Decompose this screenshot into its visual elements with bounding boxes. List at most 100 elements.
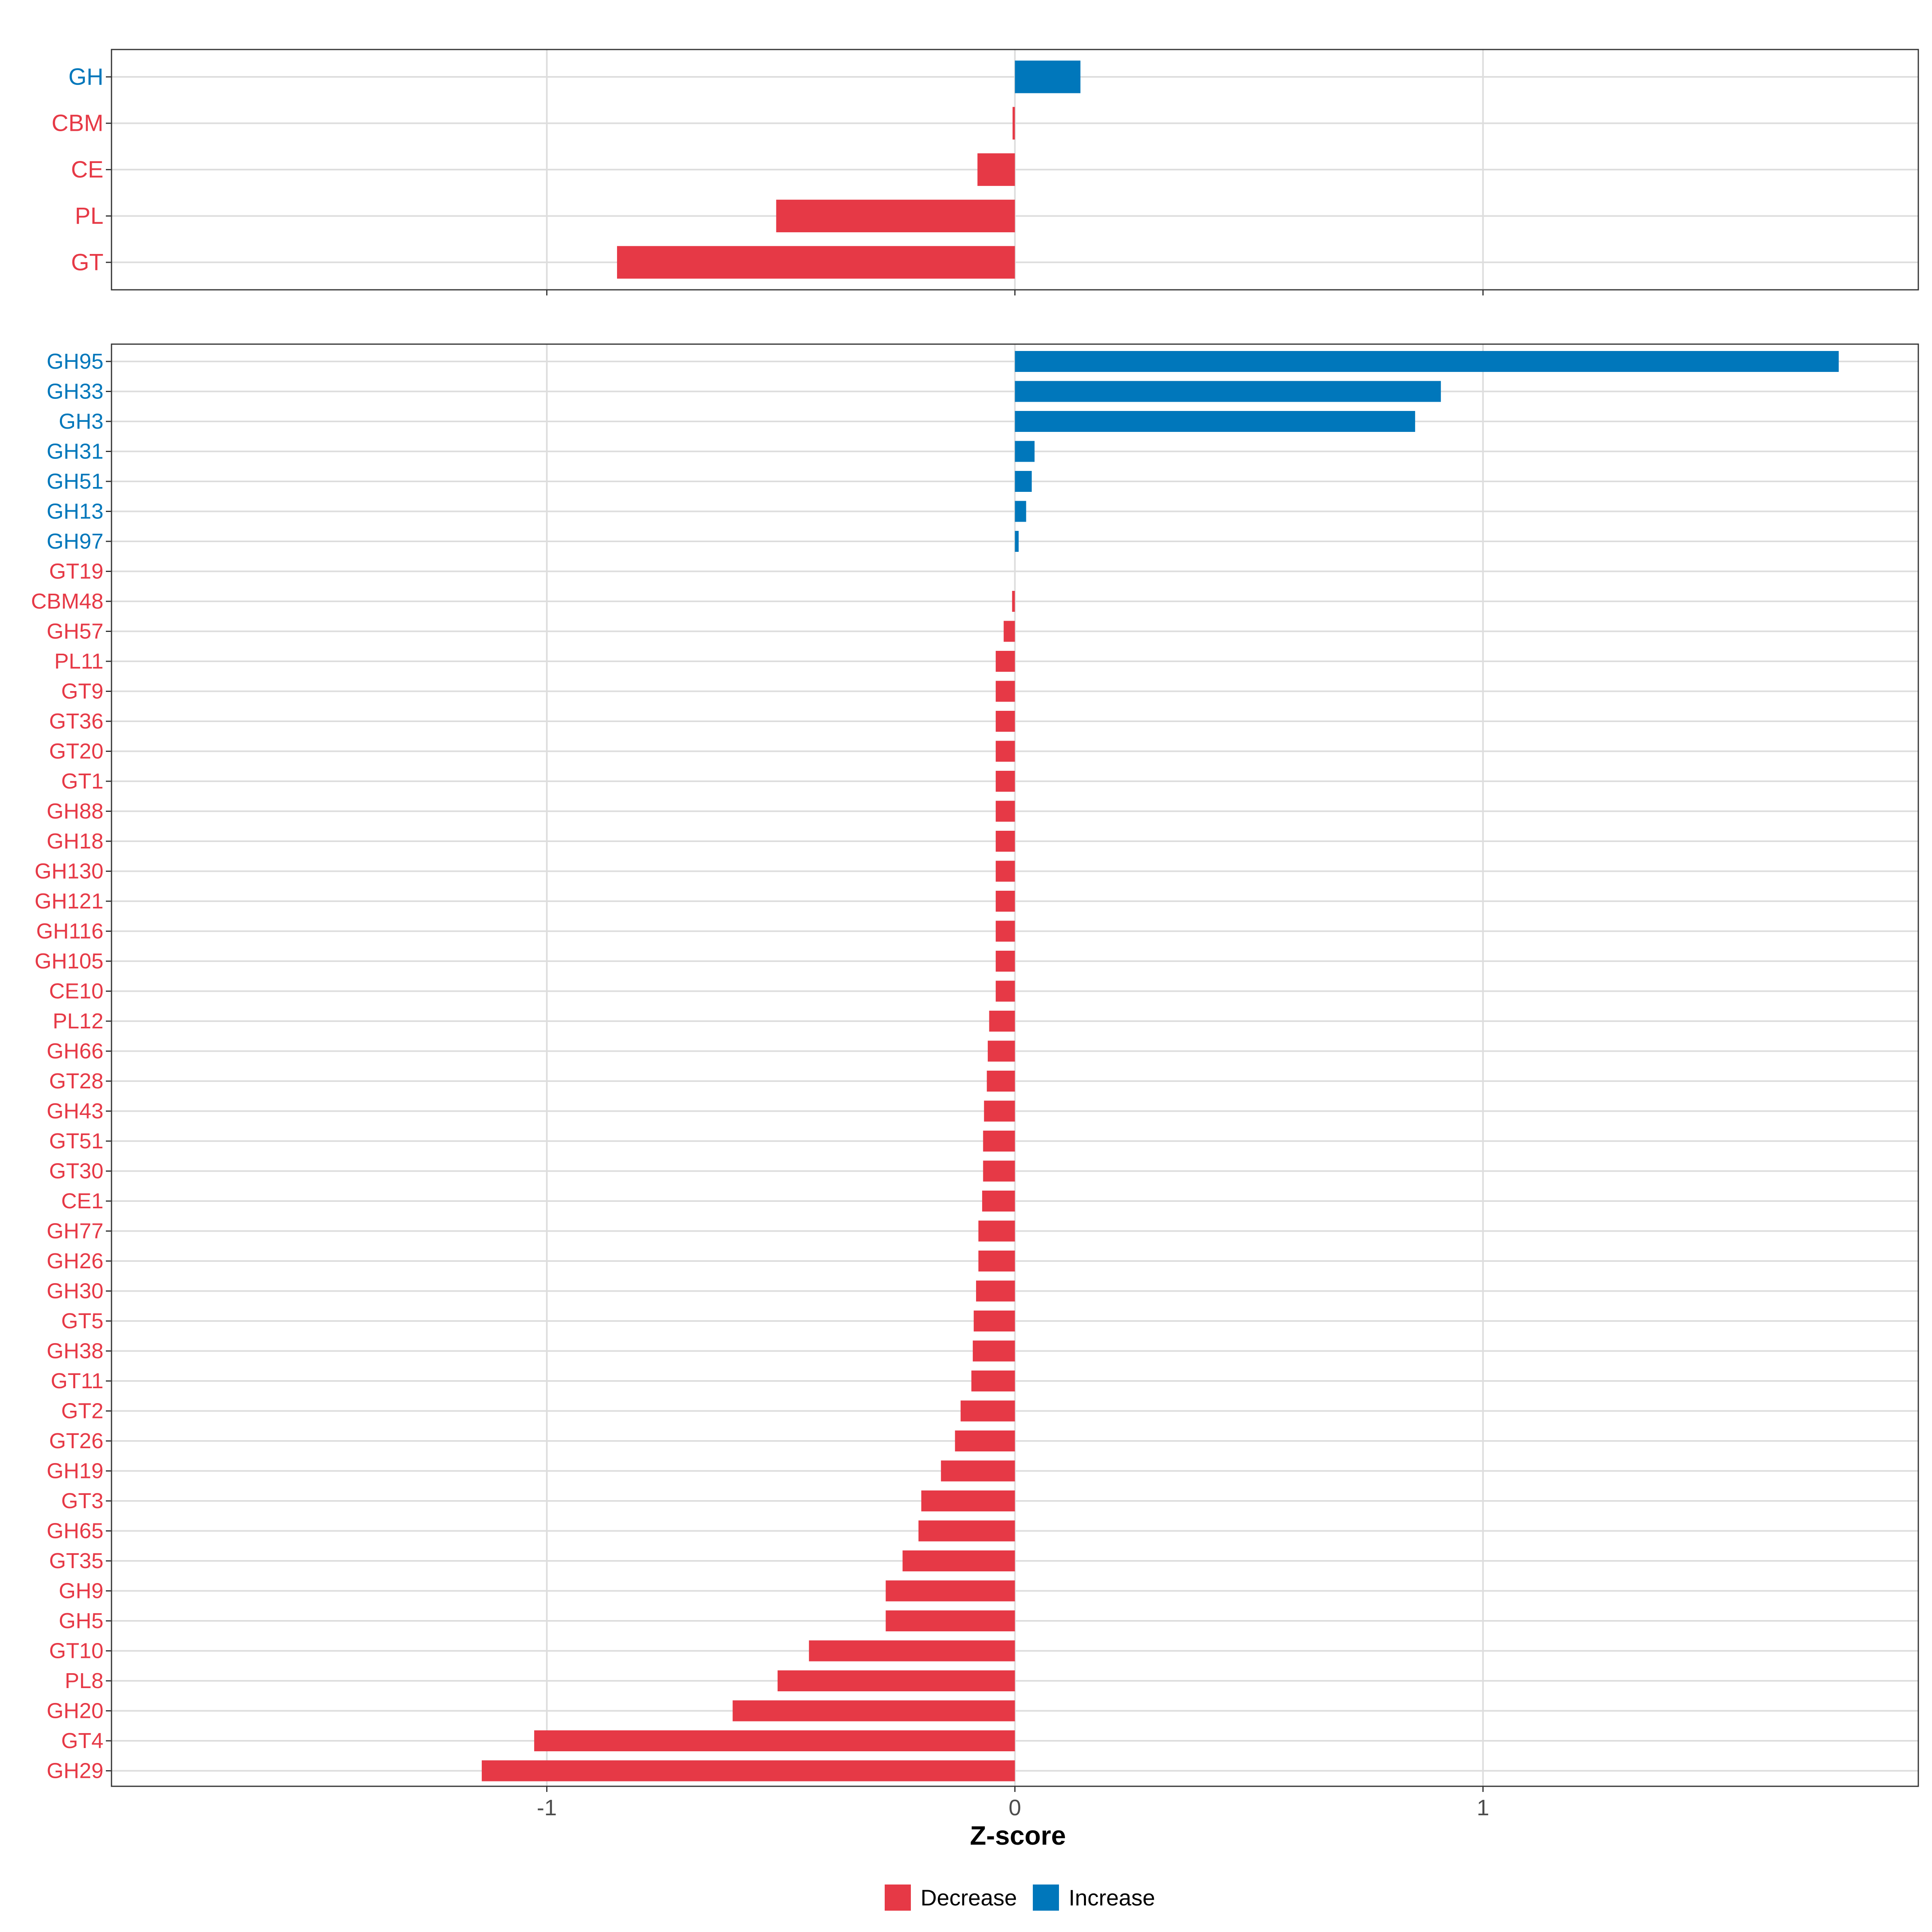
y-tick-label: GH105 [35, 949, 103, 973]
legend-label: Increase [1069, 1885, 1155, 1910]
bar [988, 1040, 1015, 1062]
bar [955, 1430, 1015, 1451]
bar [1012, 591, 1015, 612]
legend-key [1033, 1885, 1059, 1911]
bar [918, 1520, 1015, 1542]
bar [1015, 501, 1026, 522]
y-tick-label: GT3 [61, 1489, 103, 1513]
bar [1015, 531, 1019, 552]
y-tick-label: GH20 [47, 1699, 103, 1723]
y-tick-label: GH88 [47, 799, 103, 824]
legend: Decrease Increase [885, 1885, 1155, 1911]
y-tick-label: PL11 [54, 649, 103, 673]
bar [1015, 441, 1035, 462]
bar [960, 1400, 1015, 1422]
bar [982, 1191, 1015, 1212]
y-tick-label: GH [68, 64, 103, 90]
bar [902, 1550, 1015, 1571]
y-tick-label: GH65 [47, 1519, 103, 1543]
y-tick-label: GH13 [47, 500, 103, 524]
x-axis: -1 0 1 [537, 1795, 1489, 1820]
y-tick-label: GH97 [47, 529, 103, 553]
bar [987, 1071, 1015, 1092]
bar [921, 1490, 1015, 1511]
y-tick-label: GT20 [49, 739, 103, 764]
y-tick-label: GH9 [59, 1579, 103, 1603]
bar [978, 1251, 1015, 1271]
y-tick-label: GT26 [49, 1429, 103, 1453]
y-tick-label: GH33 [47, 380, 103, 404]
y-tick-label: GT5 [61, 1309, 103, 1333]
y-tick-label: GT51 [49, 1129, 103, 1153]
bar [886, 1610, 1015, 1631]
y-tick-label: PL8 [65, 1669, 103, 1693]
y-tick-label: CE10 [49, 979, 103, 1003]
y-tick-label: GH66 [47, 1039, 103, 1063]
y-tick-label: GT28 [49, 1069, 103, 1093]
bar [1015, 471, 1032, 492]
bar [995, 801, 1015, 822]
top-panel: GH CBM CE PL GT [52, 49, 1919, 295]
y-tick-label: GT10 [49, 1639, 103, 1663]
bar [995, 651, 1015, 672]
y-tick-label: GH3 [59, 409, 103, 433]
y-tick-label: CBM [52, 110, 103, 136]
y-tick-label: GH57 [47, 619, 103, 644]
bar [989, 1011, 1015, 1032]
legend-label: Decrease [921, 1885, 1017, 1910]
bar [1015, 60, 1081, 93]
bar [534, 1730, 1015, 1751]
bar [995, 711, 1015, 732]
x-tick-label: 0 [1009, 1795, 1021, 1820]
bar [1015, 351, 1839, 372]
bar [1012, 107, 1015, 140]
bar [995, 771, 1015, 792]
bar [995, 831, 1015, 852]
y-tick-label: GT4 [61, 1729, 103, 1753]
bar [995, 741, 1015, 762]
bar [971, 1371, 1015, 1391]
y-tick-label: PL12 [53, 1009, 103, 1033]
bar [977, 153, 1015, 186]
bar [995, 980, 1015, 1002]
y-tick-label: GT19 [49, 559, 103, 584]
bar [976, 1280, 1015, 1302]
bar [777, 1670, 1015, 1691]
y-tick-label: GH77 [47, 1219, 103, 1243]
y-tick-label: GH51 [47, 469, 103, 493]
y-tick-label: GH29 [47, 1759, 103, 1783]
bar [941, 1460, 1015, 1482]
y-tick-label: CE1 [61, 1189, 103, 1213]
bar [1015, 411, 1415, 432]
y-tick-label: GT9 [61, 679, 103, 704]
y-tick-label: GH18 [47, 829, 103, 853]
x-tick-label: 1 [1477, 1795, 1489, 1820]
bar [995, 861, 1015, 882]
y-tick-label: GH43 [47, 1099, 103, 1123]
bar [984, 1100, 1015, 1122]
bar [972, 1340, 1015, 1362]
y-tick-label: GT11 [51, 1369, 103, 1393]
y-tick-label: GH19 [47, 1459, 103, 1483]
bar [617, 246, 1015, 279]
bar [886, 1580, 1015, 1602]
bar [995, 681, 1015, 702]
bar [1015, 381, 1441, 402]
bar [983, 1160, 1015, 1182]
y-tick-label: GH38 [47, 1339, 103, 1363]
y-tick-label: GT36 [49, 709, 103, 733]
y-tick-label: GH5 [59, 1609, 103, 1633]
y-tick-label: GT1 [61, 769, 103, 793]
bar [974, 1311, 1015, 1331]
bar [995, 951, 1015, 972]
y-tick-label: PL [75, 203, 103, 229]
y-tick-label: GT30 [49, 1159, 103, 1183]
legend-key [885, 1885, 911, 1911]
bar [1003, 621, 1015, 642]
y-tick-label: CE [71, 157, 103, 183]
x-axis-title: Z-score [970, 1821, 1066, 1850]
x-tick-label: -1 [537, 1795, 557, 1820]
bar [733, 1700, 1015, 1721]
bottom-panel: GH95 GH33 GH3 GH31 GH51 GH13 GH97 GT19 CBM48 GH57… [31, 343, 1919, 1792]
